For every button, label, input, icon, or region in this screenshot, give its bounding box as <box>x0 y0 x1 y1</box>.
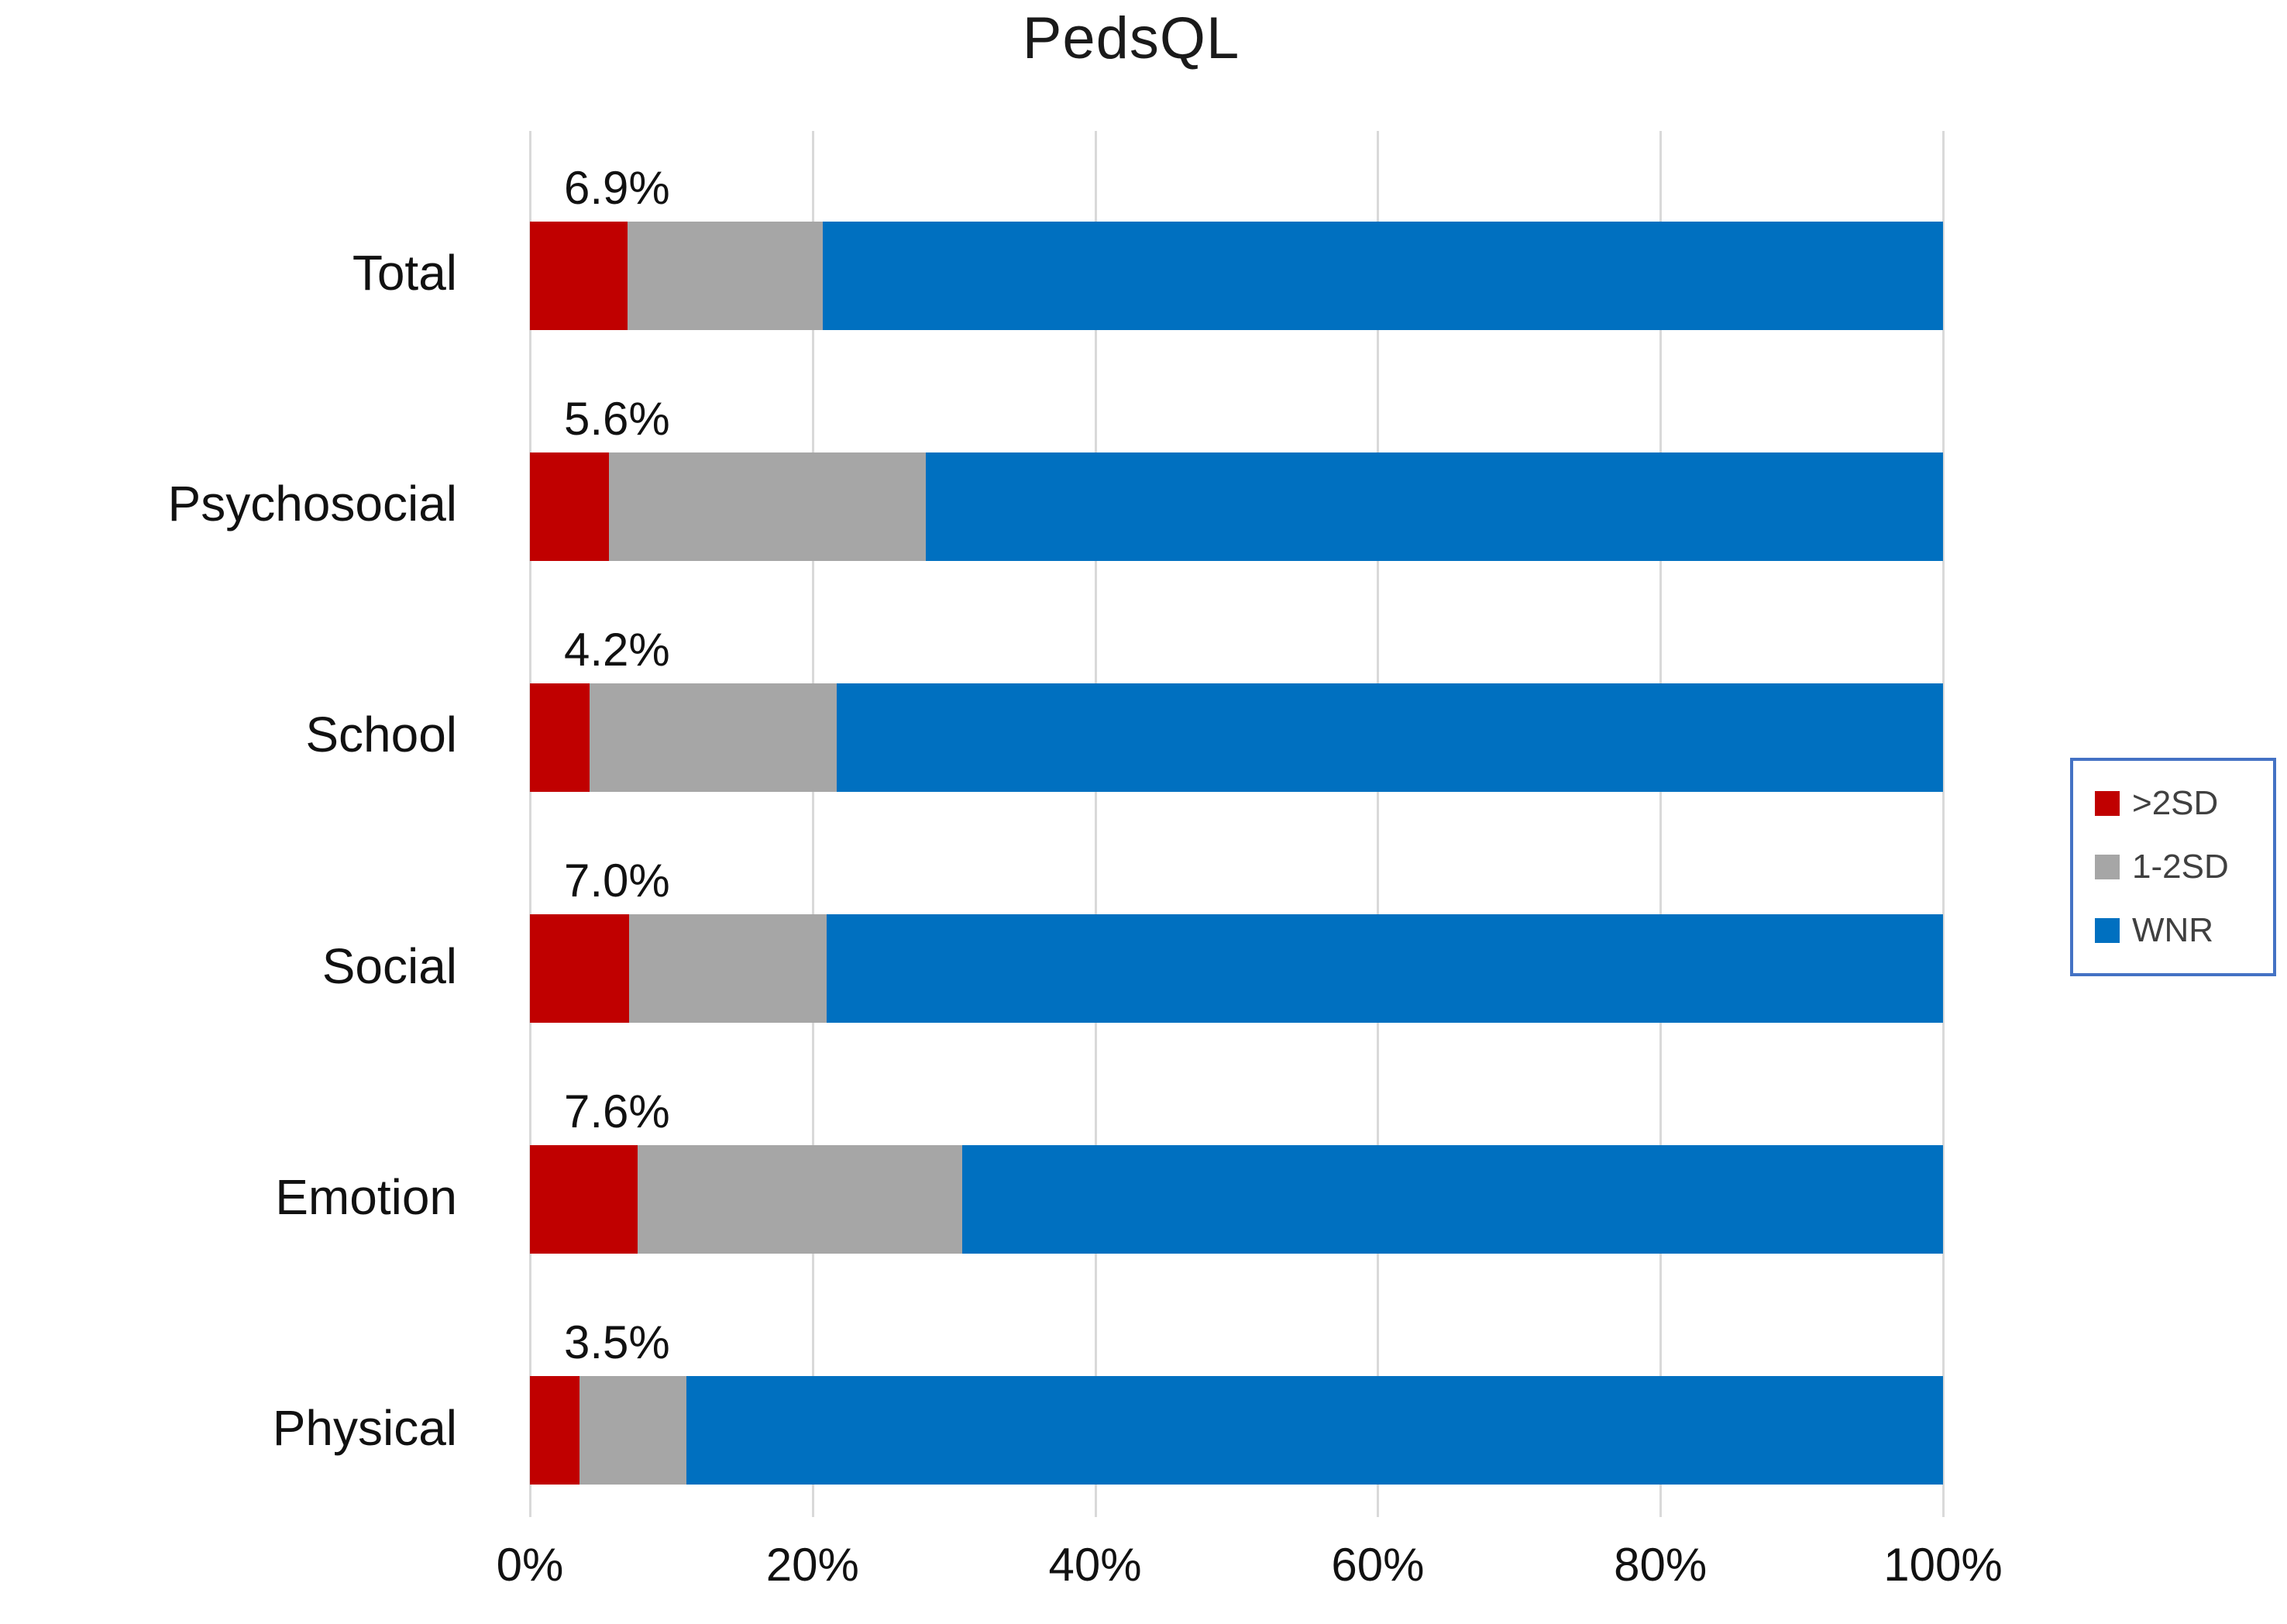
category-label: Physical <box>0 1286 457 1517</box>
stacked-bar <box>530 1145 1943 1254</box>
x-tick-label: 60% <box>1331 1539 1425 1591</box>
legend-label: >2SD <box>2132 784 2219 822</box>
bar-rows: 6.9% 5.6% 4.2% 7.0% 7.6% 3.5% <box>530 131 1943 1517</box>
bar-segment-12sd <box>609 452 926 561</box>
bar-data-label: 7.6% <box>564 1086 670 1138</box>
category-label-text: Social <box>322 938 457 994</box>
gridline <box>1659 131 1663 1517</box>
bar-segment-2sd <box>530 914 629 1024</box>
gridline <box>811 131 814 1517</box>
bar-data-label: 6.9% <box>564 161 670 214</box>
bar-data-label: 5.6% <box>564 392 670 445</box>
bar-segment-12sd <box>579 1376 687 1485</box>
gridline <box>1094 131 1097 1517</box>
x-axis: 0% 20% 40% 60% 80% 100% <box>497 1538 2003 1608</box>
chart-title: PedsQL <box>1022 5 1240 71</box>
category-axis: Total Psychosocial School Social Emotion Phys… <box>0 131 530 1517</box>
bar-segment-12sd <box>627 221 823 330</box>
bar-segment-wnr <box>962 1145 1943 1254</box>
bar-segment-2sd <box>530 452 610 561</box>
x-tick-label: 100% <box>1883 1539 2003 1591</box>
chart-area: Total Psychosocial School Social Emotion Phys… <box>0 131 2287 1517</box>
category-label-text: Total <box>352 245 457 301</box>
legend-item: WNR <box>2095 911 2267 950</box>
stacked-bar <box>530 683 1943 792</box>
legend-swatch-icon <box>2095 791 2120 816</box>
bar-segment-2sd <box>530 683 590 792</box>
bar-data-label: 4.2% <box>564 623 670 676</box>
category-label-text: School <box>305 707 457 763</box>
stacked-bar <box>530 1376 1943 1485</box>
bar-segment-wnr <box>827 914 1943 1024</box>
bar-row: 5.6% <box>530 362 1943 593</box>
bar-data-label: 7.0% <box>564 855 670 907</box>
plot-area: 6.9% 5.6% 4.2% 7.0% 7.6% 3.5% <box>529 131 1945 1517</box>
bar-segment-2sd <box>530 1145 638 1254</box>
stacked-bar <box>530 914 1943 1024</box>
gridline <box>529 131 531 1517</box>
category-label: Psychosocial <box>0 362 458 593</box>
legend-label: WNR <box>2132 911 2214 949</box>
bar-row: 3.5% <box>530 1286 1943 1517</box>
bar-row: 4.2% <box>530 593 1943 824</box>
bar-row: 7.6% <box>530 1055 1943 1286</box>
bar-segment-2sd <box>530 1376 579 1485</box>
category-label: Social <box>0 824 457 1055</box>
category-label: School <box>0 593 457 824</box>
category-label: Total <box>0 131 457 362</box>
bar-row: 7.0% <box>530 824 1943 1055</box>
x-tick-label: 80% <box>1614 1539 1708 1591</box>
legend-swatch-icon <box>2095 918 2120 943</box>
category-label: Emotion <box>0 1055 457 1286</box>
x-tick-label: 40% <box>1048 1539 1142 1591</box>
bar-segment-12sd <box>628 914 827 1024</box>
x-tick-label: 0% <box>496 1539 564 1591</box>
bar-segment-wnr <box>822 221 1943 330</box>
gridline <box>1942 131 1945 1517</box>
bar-segment-wnr <box>925 452 1943 561</box>
bar-segment-12sd <box>589 683 837 792</box>
legend-item: 1-2SD <box>2095 848 2267 886</box>
legend-label: 1-2SD <box>2132 848 2229 886</box>
category-label-text: Psychosocial <box>167 476 458 532</box>
legend-item: >2SD <box>2095 784 2267 823</box>
stacked-bar <box>530 452 1943 561</box>
category-label-text: Emotion <box>275 1168 457 1225</box>
legend-swatch-icon <box>2095 855 2120 879</box>
category-label-text: Physical <box>272 1399 457 1456</box>
legend: >2SD 1-2SD WNR <box>2070 758 2276 976</box>
x-tick-label: 20% <box>765 1539 859 1591</box>
bar-segment-12sd <box>637 1145 963 1254</box>
bar-segment-wnr <box>686 1376 1943 1485</box>
bar-data-label: 3.5% <box>564 1316 670 1369</box>
gridline <box>1377 131 1380 1517</box>
bar-segment-wnr <box>836 683 1943 792</box>
stacked-bar <box>530 221 1943 330</box>
bar-segment-2sd <box>530 221 628 330</box>
bar-row: 6.9% <box>530 131 1943 362</box>
